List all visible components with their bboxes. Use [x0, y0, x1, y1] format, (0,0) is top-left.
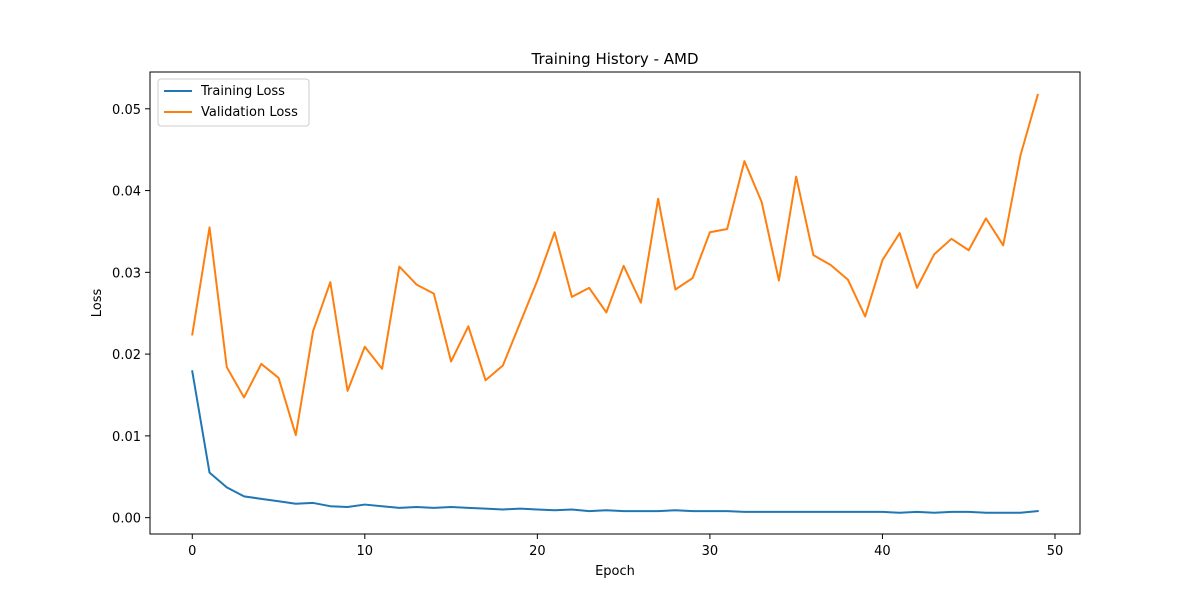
y-tick-label: 0.03 — [112, 266, 141, 281]
x-tick-label: 0 — [188, 544, 196, 559]
legend: Training Loss Validation Loss — [157, 78, 310, 127]
x-tick-label: 20 — [529, 544, 546, 559]
legend-label-training-loss: Training Loss — [200, 84, 285, 99]
y-tick-label: 0.02 — [112, 348, 141, 363]
y-tick-label: 0.01 — [112, 430, 141, 445]
y-tick-label: 0.05 — [112, 103, 141, 118]
legend-label-validation-loss: Validation Loss — [201, 105, 298, 120]
chart-title: Training History - AMD — [530, 50, 698, 68]
y-axis-ticks: 0.00 0.01 0.02 0.03 0.04 0.05 — [112, 103, 150, 527]
series-line-training-loss — [191, 370, 1039, 514]
series-line-validation-loss — [191, 93, 1039, 437]
y-tick-label: 0.00 — [112, 512, 141, 527]
x-axis-ticks: 0 10 20 30 40 50 — [188, 534, 1063, 559]
plot-content — [191, 93, 1039, 514]
x-tick-label: 50 — [1047, 544, 1064, 559]
x-tick-label: 10 — [357, 544, 374, 559]
legend-box — [157, 78, 310, 127]
plot-frame — [149, 71, 1081, 535]
x-tick-label: 40 — [874, 544, 891, 559]
x-axis-label: Epoch — [595, 564, 635, 579]
y-tick-label: 0.04 — [112, 185, 141, 200]
x-tick-label: 30 — [702, 544, 719, 559]
y-axis-label: Loss — [90, 289, 105, 318]
